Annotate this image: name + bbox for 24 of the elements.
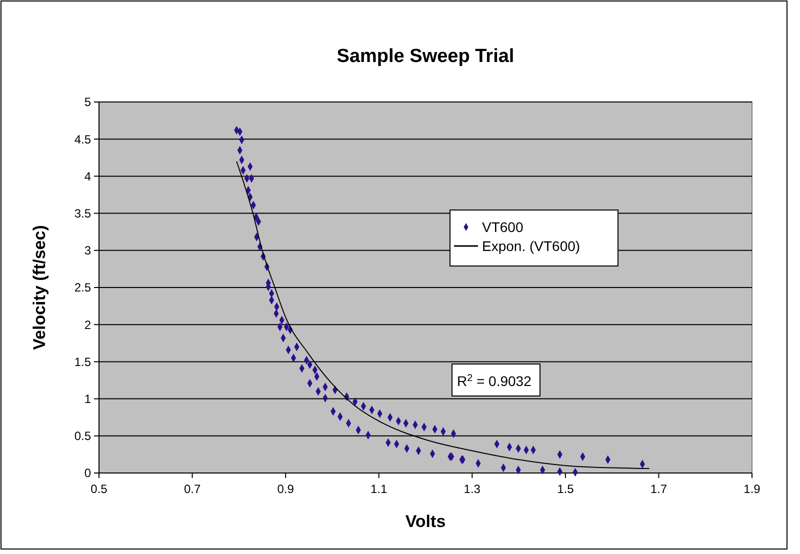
- x-tick-label: 1.7: [650, 482, 668, 496]
- y-tick-label: 4: [84, 169, 92, 184]
- x-axis-title: Volts: [405, 512, 446, 531]
- x-tick-label: 0.7: [184, 482, 201, 496]
- y-tick-label: 1.5: [74, 354, 92, 369]
- y-axis-title: Velocity (ft/sec): [30, 225, 49, 350]
- x-tick-label: 1.5: [557, 482, 574, 496]
- y-tick-label: 5: [84, 95, 92, 110]
- y-tick-label: 2: [84, 318, 92, 332]
- y-tick-label: 4.5: [74, 132, 92, 146]
- y-tick-label: 2.5: [74, 280, 92, 295]
- x-tick-label: 0.9: [277, 482, 294, 496]
- y-tick-label: 3.5: [74, 206, 92, 220]
- y-tick-label: 0: [84, 466, 92, 480]
- y-tick-label: 0.5: [74, 429, 92, 444]
- legend-label: Expon. (VT600): [482, 238, 580, 254]
- y-tick-label: 3: [84, 244, 92, 258]
- x-tick-label: 1.1: [370, 482, 388, 496]
- y-tick-label: 1: [84, 392, 92, 406]
- x-tick-label: 1.3: [464, 482, 481, 496]
- x-tick-label: 1.9: [744, 482, 761, 496]
- chart-title: Sample Sweep Trial: [336, 46, 514, 67]
- annotation: R$^{2}$ = 0.9032: [457, 372, 532, 389]
- legend-label: VT600: [482, 218, 524, 235]
